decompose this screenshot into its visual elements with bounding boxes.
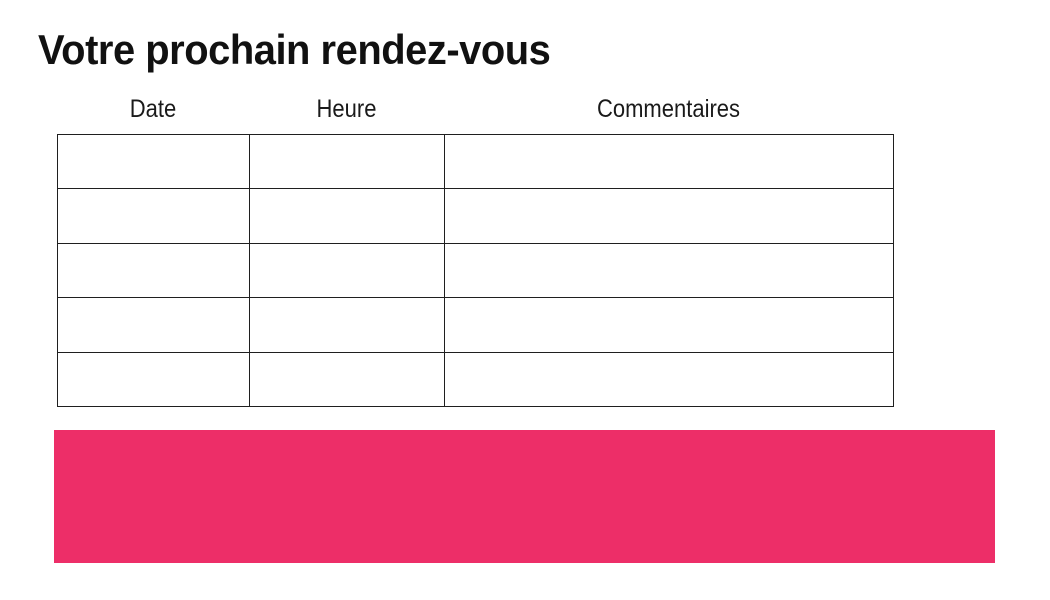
table-row (57, 188, 894, 244)
table-cell-commentaires (444, 297, 894, 353)
table-cell-commentaires (444, 133, 894, 190)
table-row (57, 351, 894, 408)
appointments-table (57, 133, 894, 408)
table-cell-commentaires (444, 242, 894, 299)
table-cell-heure (249, 133, 445, 190)
column-header-heure: Heure (316, 95, 377, 123)
table-cell-heure (249, 242, 445, 299)
pink-banner (54, 430, 995, 563)
table-cell-date (57, 188, 250, 244)
column-header-commentaires: Commentaires (596, 95, 741, 123)
table-row (57, 242, 894, 299)
table-cell-heure (249, 351, 445, 408)
table-cell-commentaires (444, 188, 894, 244)
page-title: Votre prochain rendez-vous (38, 26, 551, 73)
table-cell-date (57, 351, 250, 408)
table-cell-date (57, 242, 250, 299)
table-row (57, 133, 894, 190)
table-cell-heure (249, 297, 445, 353)
table-cell-heure (249, 188, 445, 244)
table-row (57, 297, 894, 353)
table-cell-commentaires (444, 351, 894, 408)
table-cell-date (57, 297, 250, 353)
table-cell-date (57, 133, 250, 190)
column-header-date: Date (129, 95, 177, 123)
